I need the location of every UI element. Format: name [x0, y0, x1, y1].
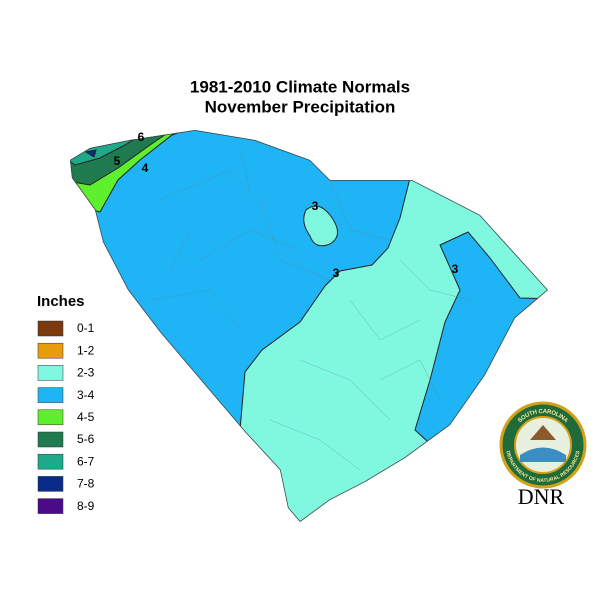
state-outline [70, 130, 548, 522]
contour-label: 3 [452, 262, 459, 276]
title-line: 1981-2010 Climate Normals [190, 77, 410, 96]
county-lines [149, 149, 471, 471]
legend-label: 4-5 [77, 410, 95, 424]
legend-swatch [37, 476, 64, 492]
contour-label: 3 [333, 266, 340, 280]
legend-swatch [37, 498, 64, 514]
legend-swatch [37, 453, 64, 470]
legend-label: 1-2 [77, 343, 95, 357]
contour-label: 3 [312, 199, 319, 213]
contour-label: 6 [138, 130, 145, 144]
legend-label: 7-8 [77, 477, 95, 491]
legend-label: 8-9 [77, 499, 95, 513]
legend-swatch [37, 387, 64, 403]
contour-label: 4 [142, 161, 149, 175]
region [303, 205, 338, 247]
legend-label: 0-1 [77, 321, 95, 335]
legend-swatch [37, 409, 64, 426]
legend-label: 6-7 [77, 454, 95, 468]
legend-label: 5-6 [77, 432, 95, 446]
logo-text: DNR [518, 484, 565, 509]
title-line: November Precipitation [205, 97, 396, 116]
legend-label: 3-4 [77, 388, 95, 402]
contour-label: 5 [114, 154, 121, 168]
legend-swatch [37, 320, 64, 337]
legend-swatch [37, 365, 64, 381]
legend-label: 2-3 [77, 366, 95, 380]
region [84, 149, 97, 158]
logo: SOUTH CAROLINA DEPARTMENT OF NATURAL RES… [499, 401, 587, 509]
legend: 0-1 1-2 2-3 3-4 4-5 5-6 6-7 7-8 8-9 [37, 320, 95, 514]
legend-title: Inches [37, 293, 85, 310]
legend-swatch [37, 342, 64, 359]
legend-swatch [37, 431, 64, 448]
